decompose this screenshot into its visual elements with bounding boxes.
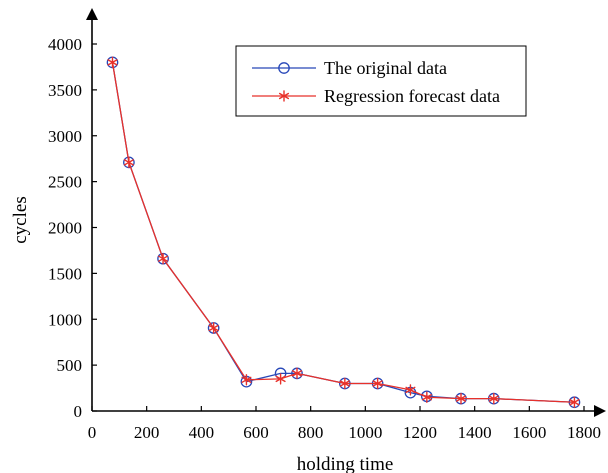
y-tick-label: 2000 [48, 219, 82, 238]
y-tick-label: 2500 [48, 173, 82, 192]
legend-sample-forecast [252, 90, 316, 102]
data-point-asterisk [158, 252, 169, 265]
data-point-asterisk [405, 384, 416, 396]
data-point-asterisk [291, 367, 303, 380]
x-tick-label: 1800 [567, 423, 601, 442]
data-point-asterisk [372, 377, 383, 390]
legend-box [235, 45, 527, 117]
series-forecast [107, 56, 580, 408]
series-layer [106, 56, 581, 409]
x-tick-label: 600 [243, 423, 269, 442]
y-axis-title: cycles [10, 196, 31, 243]
x-tick-label: 0 [88, 423, 97, 442]
legend: The original data Regression forecast da… [235, 45, 527, 117]
data-point-asterisk [488, 392, 499, 405]
data-point-asterisk [208, 322, 219, 334]
y-tick-label: 3000 [48, 127, 82, 146]
x-axis-title: holding time [297, 454, 394, 473]
y-ticks: 0 500 1000 1500 2000 2500 3000 3500 4000 [48, 35, 97, 421]
y-tick-label: 0 [74, 402, 83, 421]
x-axis-arrow [594, 405, 606, 417]
legend-label-forecast: Regression forecast data [324, 86, 500, 106]
legend-label-original: The original data [324, 58, 447, 78]
data-point-asterisk [107, 56, 118, 69]
y-tick-label: 500 [57, 356, 83, 375]
data-point-asterisk [569, 396, 580, 408]
x-tick-label: 1200 [403, 423, 437, 442]
data-point-asterisk [455, 392, 467, 405]
legend-marker-circle [278, 62, 290, 74]
legend-sample-original [252, 62, 316, 74]
y-tick-label: 1500 [48, 264, 82, 283]
y-axis-arrow [86, 8, 98, 20]
legend-entry-original: The original data [252, 58, 447, 78]
x-tick-label: 1400 [458, 423, 492, 442]
data-point-asterisk [275, 373, 286, 385]
x-tick-label: 1600 [512, 423, 546, 442]
series-line [111, 62, 575, 403]
y-tick-label: 4000 [48, 35, 82, 54]
legend-marker-asterisk [278, 90, 290, 102]
data-point-asterisk [421, 391, 432, 403]
data-point-asterisk [123, 156, 134, 169]
x-tick-label: 800 [298, 423, 324, 442]
x-ticks: 0 200 400 600 800 1000 1200 1400 1600 1800 [88, 406, 601, 442]
y-tick-label: 1000 [48, 310, 82, 329]
x-tick-label: 400 [189, 423, 215, 442]
x-tick-label: 200 [134, 423, 160, 442]
x-tick-label: 1000 [348, 423, 382, 442]
y-tick-label: 3500 [48, 81, 82, 100]
data-point-asterisk [241, 374, 252, 386]
data-point-asterisk [339, 377, 350, 390]
legend-entry-forecast: Regression forecast data [252, 86, 500, 106]
